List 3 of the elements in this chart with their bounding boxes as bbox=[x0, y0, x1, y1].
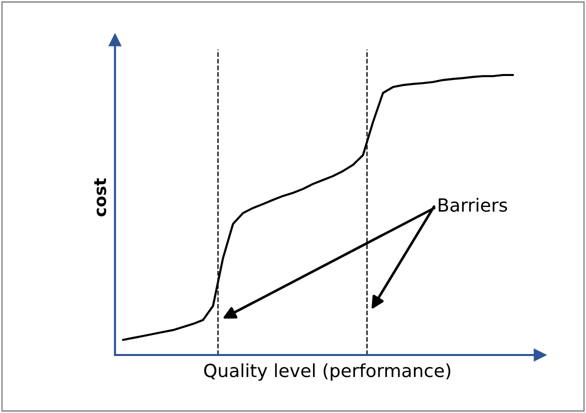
x-axis-title: Quality level (performance) bbox=[204, 363, 450, 381]
y-axis-title: cost bbox=[94, 178, 106, 216]
annotation: Barriers bbox=[438, 198, 508, 212]
